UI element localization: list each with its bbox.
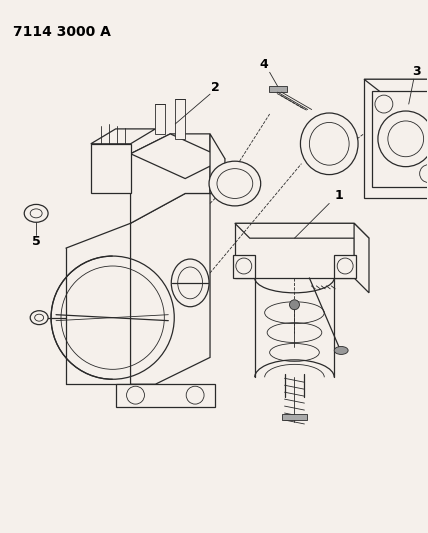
Polygon shape [155, 104, 165, 134]
Polygon shape [91, 144, 131, 193]
Polygon shape [131, 193, 210, 384]
Text: 7114 3000 A: 7114 3000 A [13, 25, 111, 38]
Text: 1: 1 [335, 189, 344, 202]
Text: 4: 4 [259, 58, 268, 71]
Text: 3: 3 [412, 65, 421, 78]
Polygon shape [131, 134, 210, 223]
Polygon shape [372, 91, 428, 187]
Polygon shape [269, 86, 286, 92]
Circle shape [236, 258, 252, 274]
Ellipse shape [24, 205, 48, 222]
Polygon shape [334, 255, 356, 278]
Ellipse shape [300, 113, 358, 175]
Polygon shape [210, 134, 225, 193]
Polygon shape [235, 223, 354, 278]
Ellipse shape [309, 123, 349, 165]
Circle shape [289, 300, 300, 310]
Polygon shape [282, 414, 307, 420]
Polygon shape [131, 134, 225, 179]
Circle shape [127, 386, 145, 404]
Polygon shape [91, 129, 155, 144]
Ellipse shape [334, 346, 348, 354]
Ellipse shape [209, 161, 261, 206]
Text: 2: 2 [211, 80, 220, 94]
Polygon shape [354, 223, 369, 293]
Polygon shape [116, 384, 215, 407]
Circle shape [186, 386, 204, 404]
Text: 5: 5 [32, 235, 41, 248]
Ellipse shape [30, 311, 48, 325]
Circle shape [337, 258, 353, 274]
Polygon shape [235, 223, 369, 238]
Polygon shape [364, 79, 428, 198]
Ellipse shape [217, 168, 253, 198]
Polygon shape [364, 79, 428, 93]
Circle shape [420, 165, 428, 182]
Circle shape [375, 95, 393, 113]
Polygon shape [233, 255, 255, 278]
Polygon shape [175, 99, 185, 139]
